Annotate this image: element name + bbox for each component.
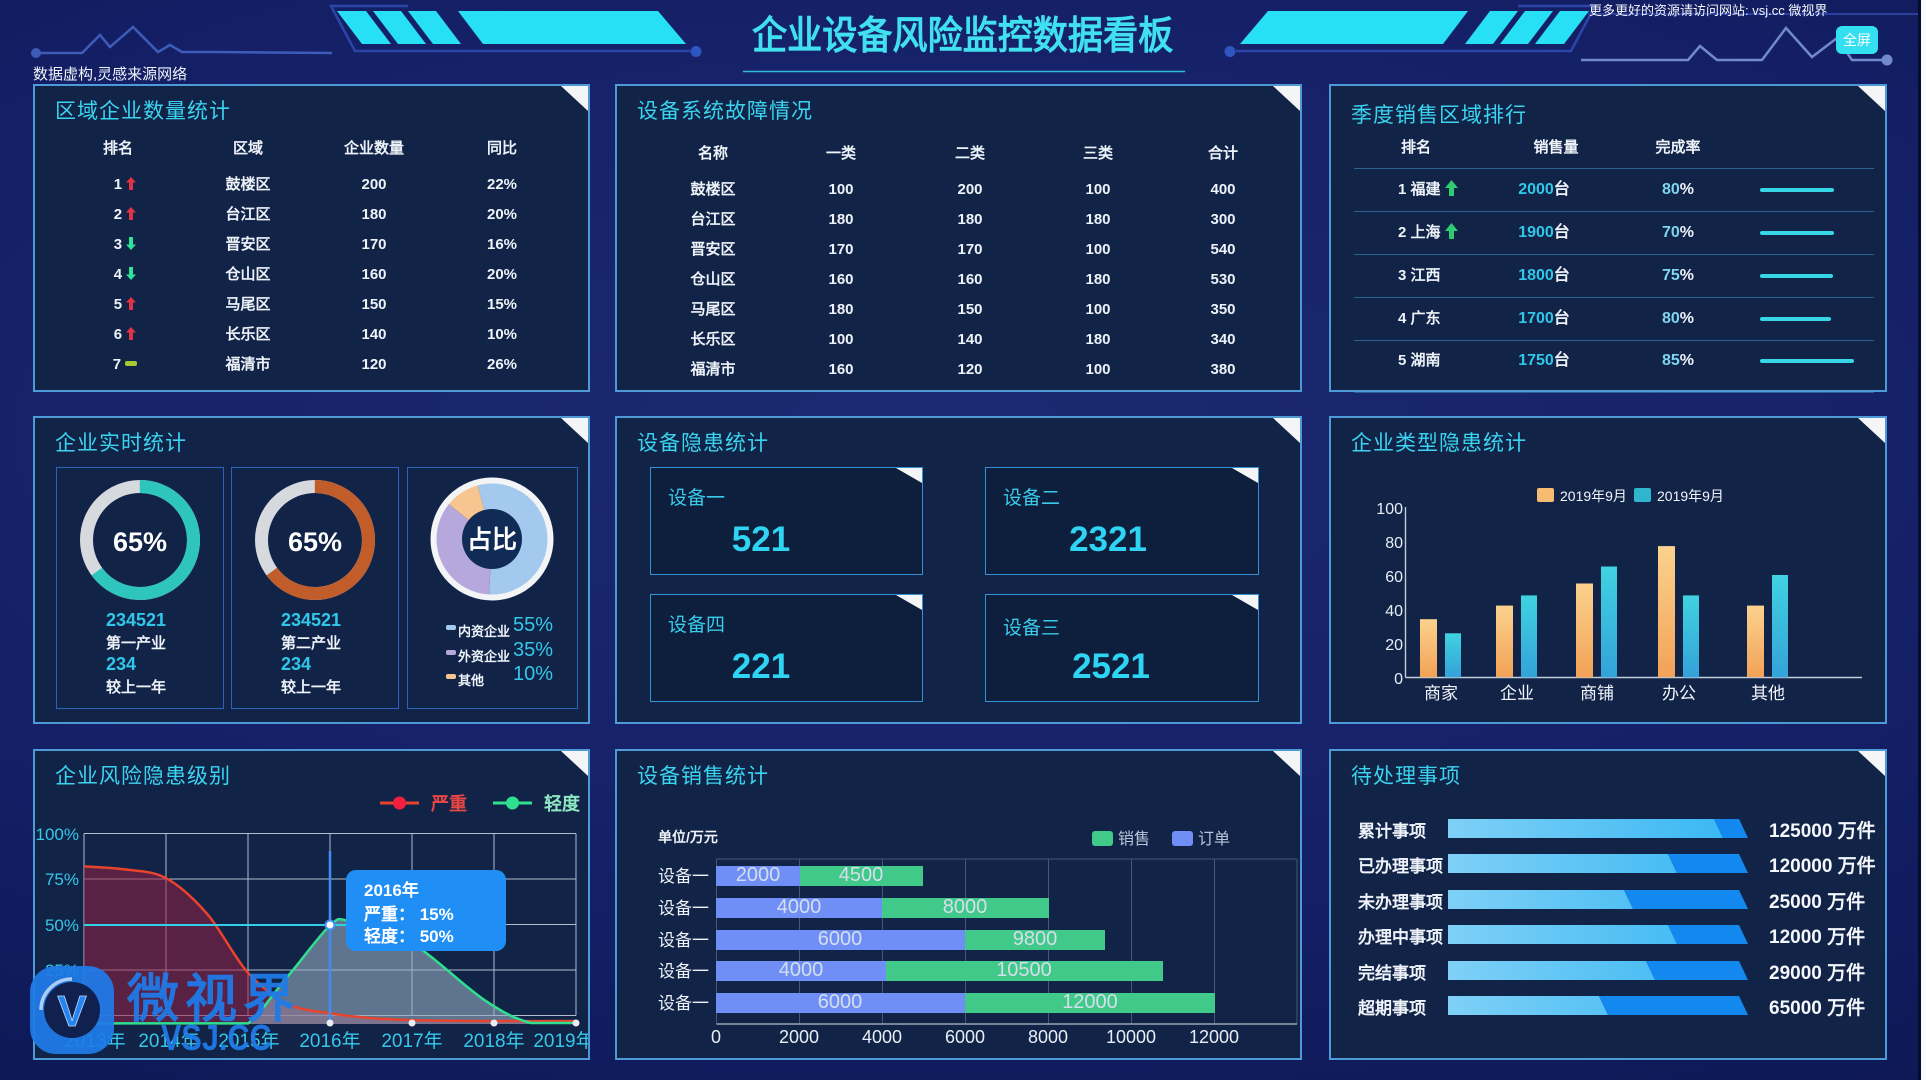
svg-text:75%: 75% [45,870,79,889]
svg-text:设备一: 设备一 [658,962,709,981]
svg-text:单位/万元: 单位/万元 [658,829,718,845]
svg-text:2019年: 2019年 [533,1030,588,1052]
svg-text:20: 20 [1385,637,1403,654]
svg-text:60: 60 [1385,569,1403,586]
svg-text:9800: 9800 [1013,928,1058,950]
svg-text:设备一: 设备一 [658,931,709,950]
svg-text:轻度: 轻度 [544,793,581,814]
svg-text:其他: 其他 [1751,684,1785,703]
svg-text:订单: 订单 [1198,830,1230,848]
svg-text:2016年: 2016年 [299,1030,360,1052]
svg-text:6000: 6000 [818,928,863,950]
svg-text:8000: 8000 [1028,1027,1068,1047]
svg-text:50%: 50% [45,916,79,935]
svg-text:6000: 6000 [945,1027,985,1047]
svg-text:办公: 办公 [1662,684,1696,703]
svg-text:10000: 10000 [1106,1027,1156,1047]
svg-text:12000: 12000 [1062,991,1118,1013]
svg-text:12000: 12000 [1189,1027,1239,1047]
svg-text:设备一: 设备一 [658,994,709,1013]
svg-text:4000: 4000 [777,896,822,918]
svg-text:65%: 65% [288,527,342,557]
svg-text:V: V [57,987,87,1036]
svg-text:80: 80 [1385,535,1403,552]
svg-text:100: 100 [1376,501,1403,518]
svg-text:占比: 占比 [467,526,517,554]
svg-text:设备一: 设备一 [658,899,709,918]
svg-text:4000: 4000 [862,1027,902,1047]
svg-text:40: 40 [1385,603,1403,620]
svg-text:2018年: 2018年 [463,1030,524,1052]
svg-text:2000: 2000 [736,864,781,886]
svg-text:2019年9月: 2019年9月 [1560,488,1627,504]
svg-text:2015年: 2015年 [218,1030,279,1052]
svg-text:6000: 6000 [818,991,863,1013]
svg-text:销售: 销售 [1118,830,1150,848]
svg-text:0: 0 [711,1027,721,1047]
svg-text:4500: 4500 [839,864,884,886]
svg-text:设备一: 设备一 [658,867,709,886]
svg-text:2017年: 2017年 [381,1030,442,1052]
svg-text:4000: 4000 [779,959,824,981]
svg-text:商家: 商家 [1424,684,1458,703]
svg-text:8000: 8000 [943,896,988,918]
svg-text:2016年: 2016年 [364,880,419,900]
svg-text:65%: 65% [113,527,167,557]
svg-text:100%: 100% [36,825,79,844]
svg-text:2014年: 2014年 [138,1030,199,1052]
svg-text:0: 0 [1394,671,1403,688]
svg-text:商铺: 商铺 [1580,684,1614,703]
svg-text:严重： 15%: 严重： 15% [364,904,454,924]
svg-text:企业: 企业 [1500,684,1534,703]
svg-text:严重: 严重 [431,793,467,814]
svg-text:2000: 2000 [779,1027,819,1047]
svg-text:2019年9月: 2019年9月 [1657,488,1724,504]
svg-text:轻度： 50%: 轻度： 50% [364,926,454,946]
svg-text:10500: 10500 [996,959,1052,981]
